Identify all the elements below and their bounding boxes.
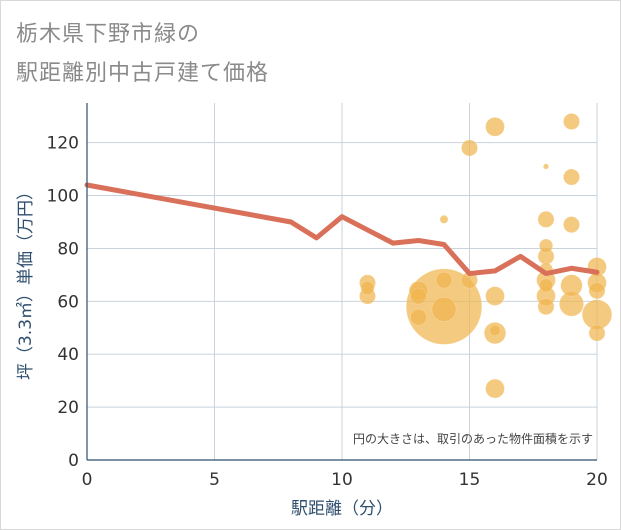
bubble-point — [543, 163, 549, 170]
x-tick-label: 15 — [459, 470, 481, 490]
bubble-point — [435, 271, 453, 289]
bubble-point — [563, 216, 580, 233]
bubble-point — [539, 238, 553, 253]
y-tick-label: 120 — [47, 134, 79, 154]
chart-title-line1: 栃木県下野市緑の — [16, 22, 201, 47]
y-tick-label: 0 — [68, 451, 79, 471]
bubble-point — [560, 274, 583, 297]
bubble-point — [588, 282, 606, 300]
x-tick-label: 10 — [331, 470, 353, 490]
bubble-point — [439, 215, 449, 224]
y-tick-label: 60 — [57, 292, 79, 312]
bubble-point — [563, 168, 580, 186]
x-tick-label: 5 — [209, 470, 220, 490]
x-tick-label: 0 — [82, 470, 93, 490]
bubble-point — [360, 281, 375, 296]
y-tick-label: 80 — [57, 239, 79, 259]
average-price-line — [84, 182, 600, 277]
bubble-size-note: 円の大きさは、取引のあった物件面積を示す — [353, 431, 593, 446]
bubble-point — [431, 296, 457, 322]
bubble-point — [588, 324, 606, 342]
bubble-point — [563, 113, 580, 130]
bubble-point — [489, 324, 501, 337]
y-tick-label: 20 — [57, 398, 79, 418]
bubble-point — [485, 286, 505, 306]
bubble-point — [537, 298, 555, 315]
bubble-point — [485, 378, 505, 399]
y-tick-label: 40 — [57, 345, 79, 365]
bubble-point — [539, 278, 553, 293]
x-tick-label: 20 — [586, 470, 608, 490]
bubble-point — [410, 308, 427, 326]
bubble-point — [485, 117, 505, 137]
bubble-point — [410, 287, 427, 305]
y-axis-title: 坪（3.3㎡）単価（万円） — [16, 183, 36, 380]
bubble-point — [537, 211, 555, 228]
bubble-point — [461, 139, 478, 157]
x-axis-title: 駅距離（分） — [291, 499, 393, 519]
y-tick-label: 100 — [47, 187, 79, 207]
chart-title-line2: 駅距離別中古戸建て価格 — [16, 61, 270, 86]
